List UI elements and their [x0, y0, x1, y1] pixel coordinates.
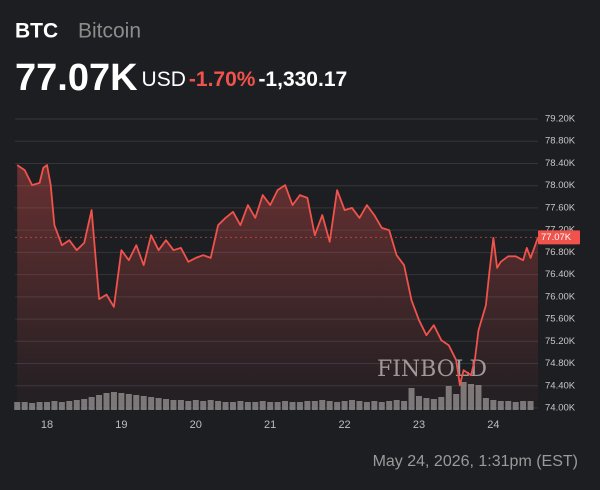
y-tick-label: 74.80K — [545, 358, 576, 369]
price-line: 77.07K USD -1.70% -1,330.17 — [15, 57, 347, 99]
change-pct: -1.70% — [189, 68, 256, 91]
coin-name: Bitcoin — [78, 20, 141, 43]
y-tick-label: 76.40K — [545, 269, 576, 280]
x-tick-label: 20 — [190, 419, 202, 431]
change-abs: -1,330.17 — [258, 68, 347, 91]
x-tick-label: 22 — [338, 419, 350, 431]
y-tick-label: 77.60K — [545, 202, 576, 213]
y-tick-label: 74.00K — [545, 403, 576, 414]
y-tick-label: 76.00K — [545, 291, 576, 302]
current-price-label: 77.07K — [541, 232, 572, 243]
x-tick-label: 21 — [264, 419, 276, 431]
area — [17, 165, 538, 408]
y-tick-label: 78.00K — [545, 180, 576, 191]
price-line — [16, 164, 539, 387]
timestamp: May 24, 2026, 1:31pm (EST) — [373, 453, 578, 470]
x-tick-label: 19 — [115, 419, 127, 431]
x-tick-label: 24 — [487, 419, 499, 431]
price: 77.07K — [15, 57, 138, 99]
y-tick-label: 78.80K — [545, 136, 576, 147]
current-price-tag — [538, 230, 580, 245]
symbol: BTC — [15, 20, 58, 43]
y-tick-label: 74.40K — [545, 380, 576, 391]
x-tick-label: 23 — [413, 419, 425, 431]
y-tick-label: 78.40K — [545, 158, 576, 169]
y-tick-label: 79.20K — [545, 114, 576, 125]
y-tick-label: 77.20K — [545, 225, 576, 236]
y-tick-label: 75.60K — [545, 314, 576, 325]
y-tick-label: 75.20K — [545, 336, 576, 347]
currency: USD — [142, 68, 186, 91]
x-tick-label: 18 — [41, 419, 53, 431]
y-tick-label: 76.80K — [545, 247, 576, 258]
